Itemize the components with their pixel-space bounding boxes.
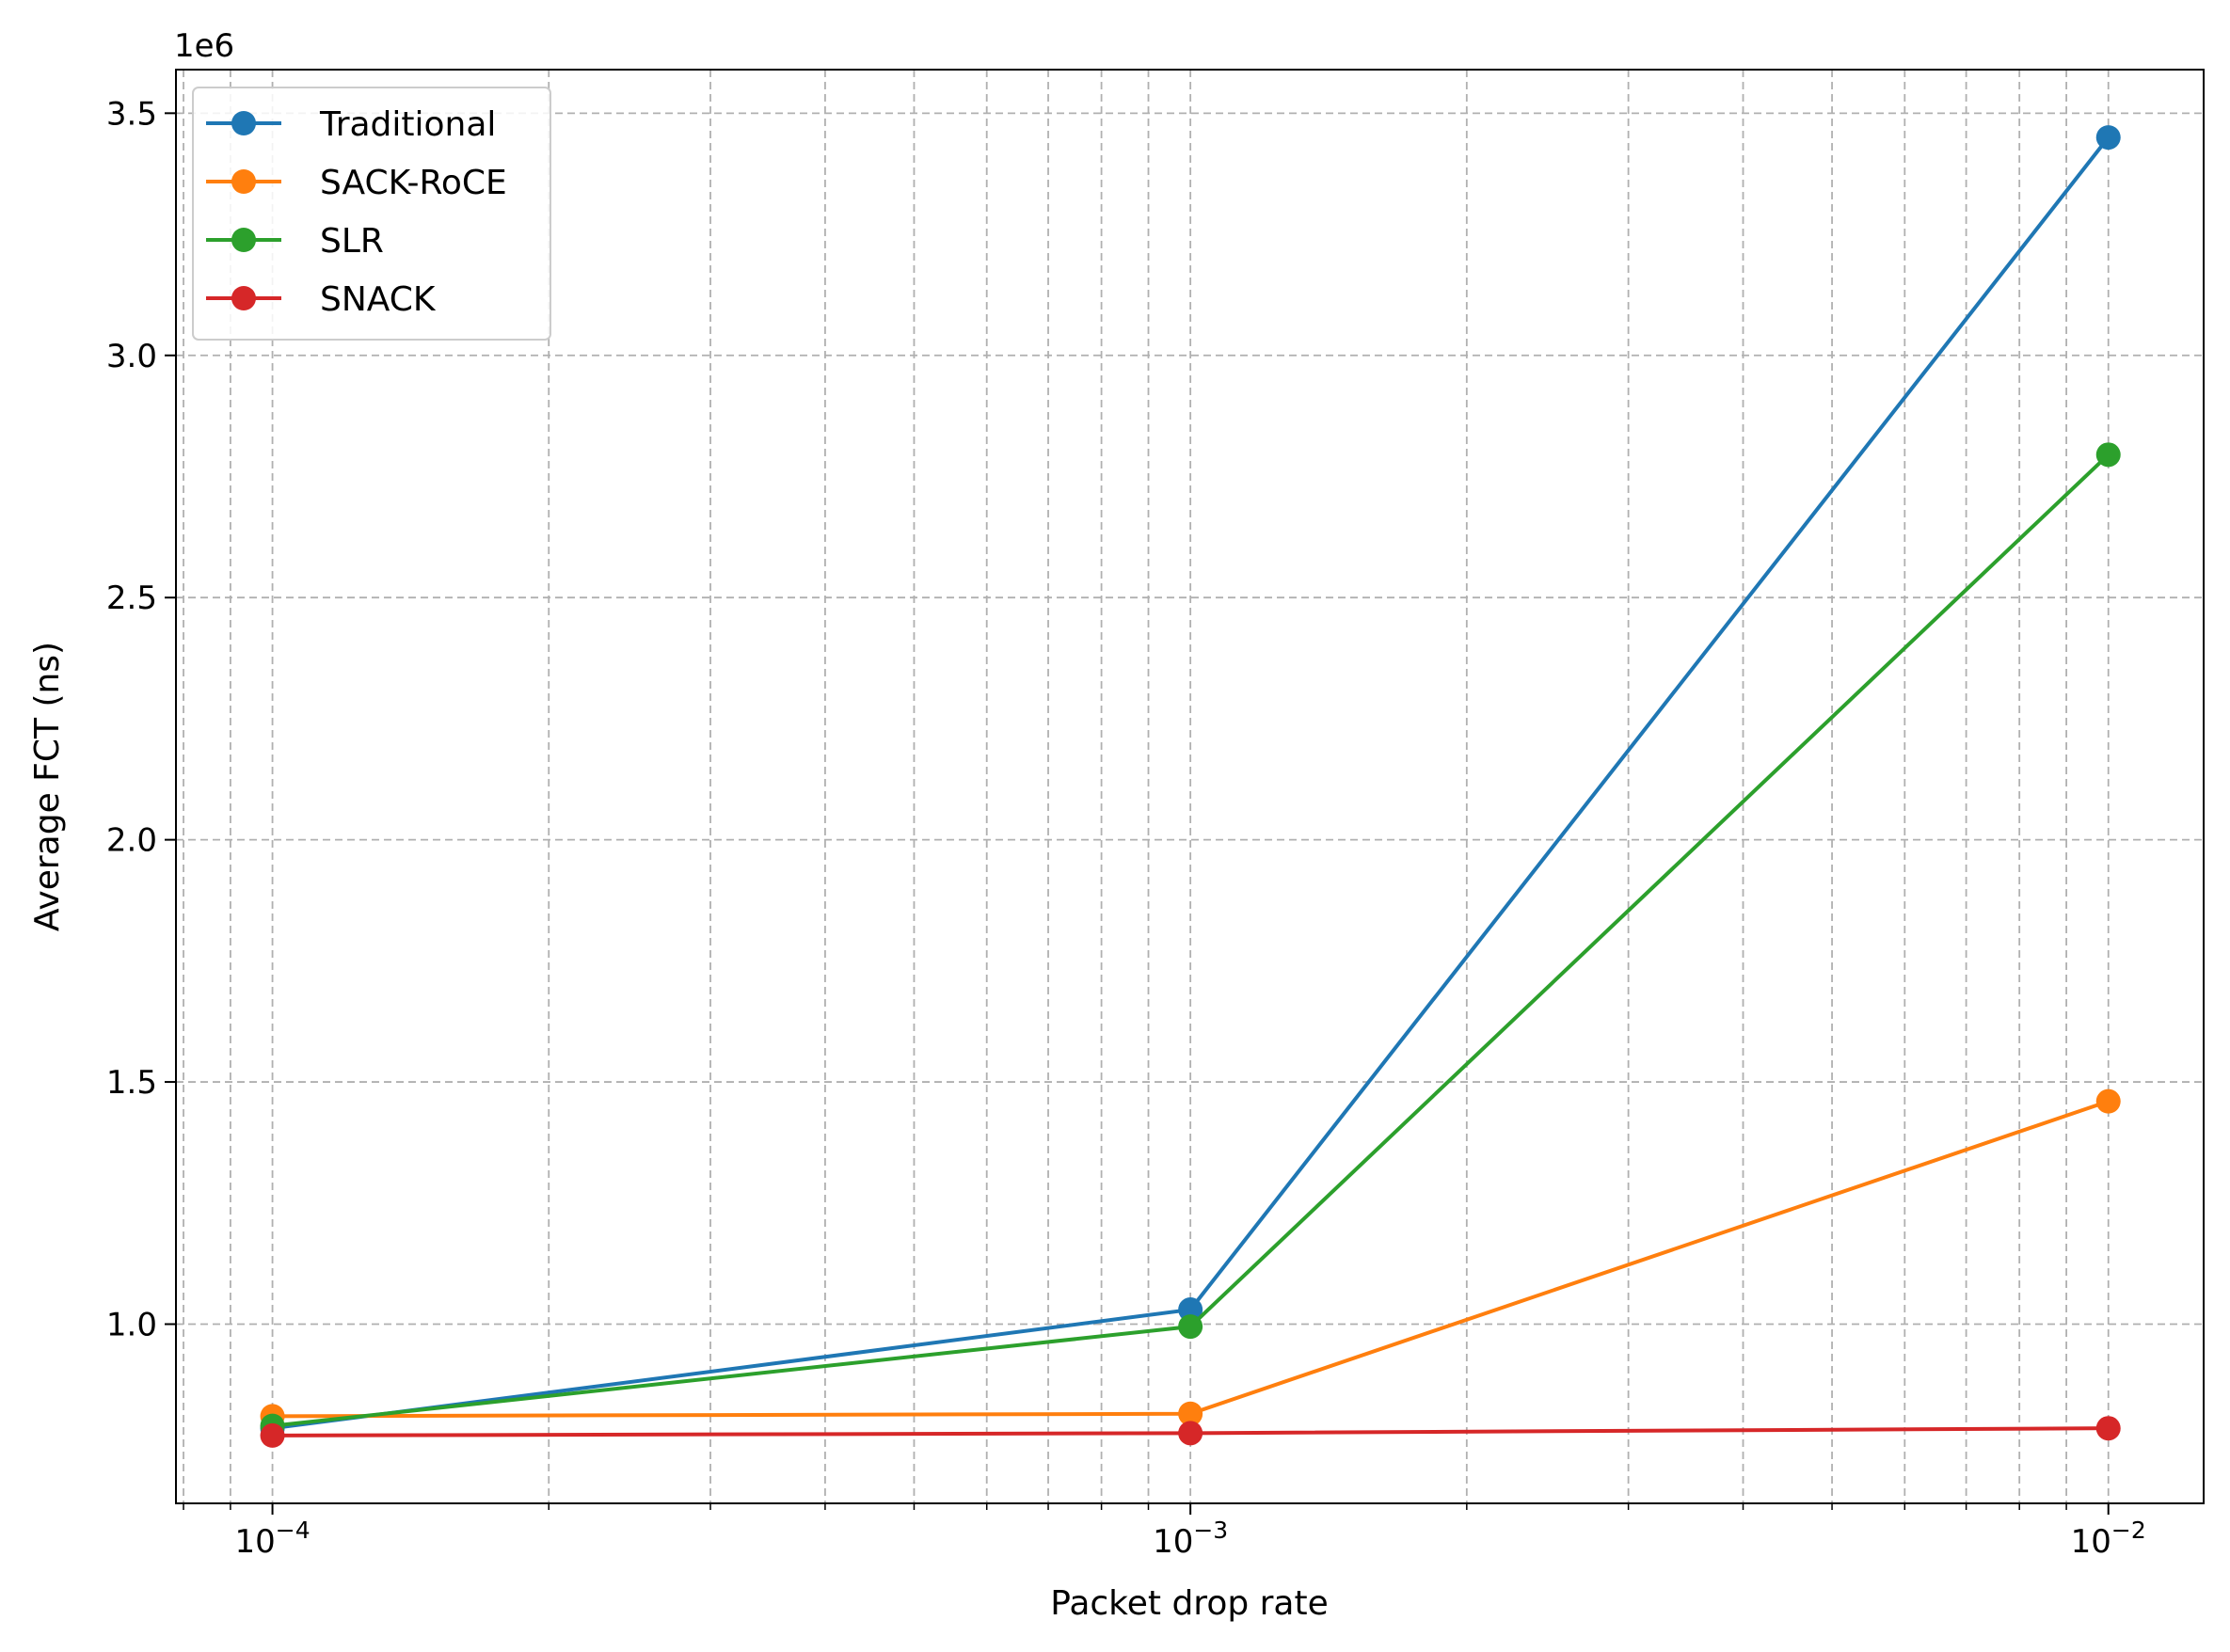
legend-marker-traditional xyxy=(231,111,256,135)
legend: Traditional SACK-RoCE SLR SNACK xyxy=(192,87,551,341)
data-point-snack xyxy=(1178,1421,1203,1446)
legend-box xyxy=(192,87,551,341)
data-point-slr xyxy=(2095,442,2121,468)
y-tick-label: 3.0 xyxy=(106,338,157,375)
data-point-snack xyxy=(260,1422,285,1448)
data-point-traditional xyxy=(1178,1297,1203,1323)
data-point-slr xyxy=(1178,1314,1203,1340)
x-axis-label: Packet drop rate xyxy=(1050,1584,1329,1623)
legend-marker-snack xyxy=(231,286,256,310)
y-tick-label: 2.5 xyxy=(106,580,157,617)
y-tick-label: 1.5 xyxy=(106,1064,157,1102)
y-tick-label: 2.0 xyxy=(106,822,157,860)
legend-marker-sack-roce xyxy=(231,169,256,194)
y-offset-label: 1e6 xyxy=(174,27,234,65)
x-tick-label: 10−2 xyxy=(2071,1517,2146,1561)
series-lines xyxy=(260,125,2121,1448)
axis-ticks: 1.0 1.5 2.0 2.5 3.0 3.5 10−4 10−3 10−2 xyxy=(106,95,2146,1561)
legend-marker-slr xyxy=(231,228,256,252)
y-tick-label: 3.5 xyxy=(106,95,157,133)
y-tick-label: 1.0 xyxy=(106,1307,157,1344)
data-point-sack-roce xyxy=(2095,1088,2121,1114)
legend-label-snack: SNACK xyxy=(320,280,437,319)
data-point-sack-roce xyxy=(1178,1401,1203,1426)
x-tick-label: 10−3 xyxy=(1153,1517,1228,1561)
legend-label-traditional: Traditional xyxy=(319,105,496,144)
legend-label-slr: SLR xyxy=(320,222,384,261)
y-axis-label: Average FCT (ns) xyxy=(28,642,67,931)
legend-label-sack-roce: SACK-RoCE xyxy=(320,164,507,202)
x-tick-label: 10−4 xyxy=(235,1517,311,1561)
data-point-snack xyxy=(2095,1416,2121,1441)
data-point-traditional xyxy=(2095,125,2121,151)
